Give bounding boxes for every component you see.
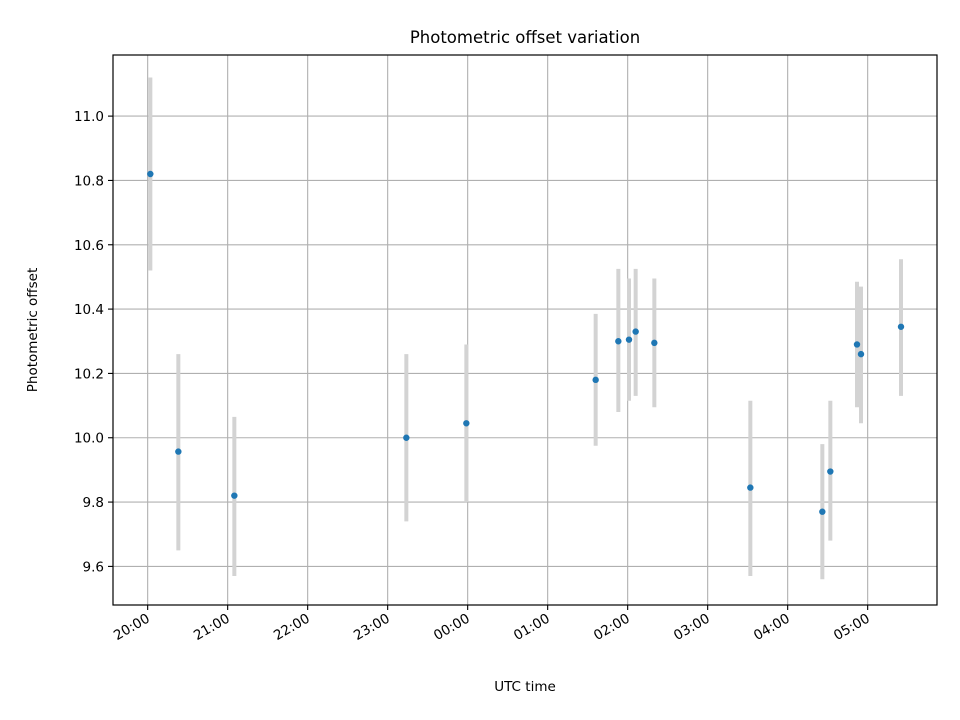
data-point — [403, 434, 410, 441]
data-point — [147, 170, 154, 178]
chart-title: Photometric offset variation — [410, 28, 640, 47]
data-point — [175, 448, 182, 455]
y-tick-label: 11.0 — [74, 109, 104, 125]
y-tick-label: 10.4 — [74, 302, 104, 318]
data-point — [651, 339, 658, 347]
data-point — [897, 323, 905, 330]
grid-lines — [113, 55, 937, 605]
y-tick-label: 10.2 — [74, 366, 104, 382]
plot-frame — [112, 54, 938, 606]
y-tick-label: 9.8 — [83, 495, 104, 511]
data-point — [625, 336, 633, 343]
y-tick-label: 10.0 — [74, 431, 104, 447]
data-point — [853, 341, 861, 348]
data-point — [857, 350, 865, 358]
data-point — [592, 376, 599, 384]
data-point — [819, 508, 826, 515]
data-point — [632, 328, 639, 335]
data-point — [231, 492, 238, 499]
data-point — [747, 484, 754, 491]
y-tick-label: 9.6 — [83, 559, 104, 575]
data-point — [827, 468, 834, 475]
x-axis-label: UTC time — [494, 679, 556, 695]
y-tick-label: 10.8 — [74, 173, 104, 189]
y-tick-label: 10.6 — [74, 238, 104, 254]
data-point — [615, 338, 622, 345]
y-axis-label: Photometric offset — [25, 268, 41, 392]
data-point — [463, 420, 470, 427]
data-points — [147, 170, 905, 515]
